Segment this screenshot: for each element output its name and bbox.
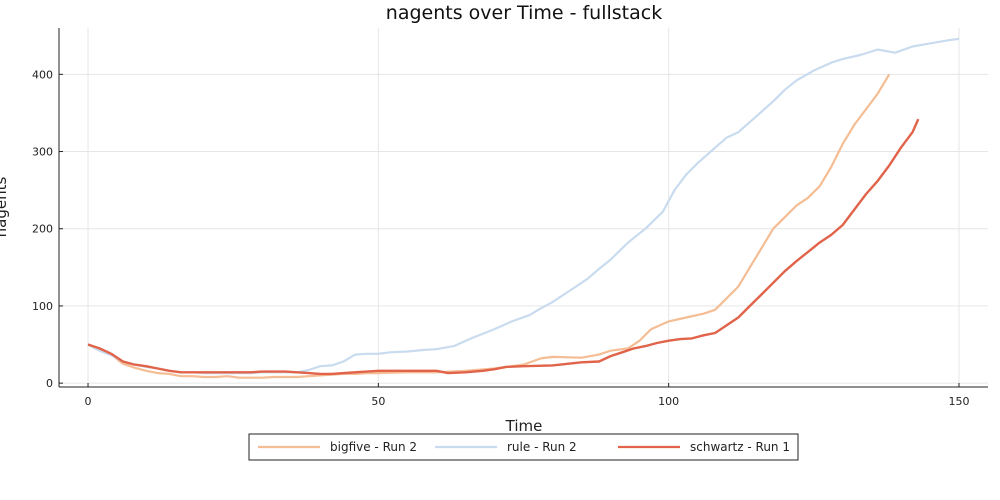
grid bbox=[59, 28, 988, 387]
series-line-1 bbox=[87, 73, 891, 379]
y-tick-label: 300 bbox=[32, 146, 53, 159]
axes bbox=[58, 28, 988, 388]
y-axis-title: nagents bbox=[0, 176, 10, 237]
y-tick-label: 100 bbox=[32, 300, 53, 313]
legend-label: rule - Run 2 bbox=[507, 440, 577, 454]
x-tick-label: 0 bbox=[85, 395, 92, 408]
y-tick-label: 0 bbox=[46, 377, 53, 390]
y-tick-label: 400 bbox=[32, 68, 53, 81]
x-tick-label: 150 bbox=[948, 395, 969, 408]
legend-box bbox=[248, 433, 799, 461]
series-lines bbox=[87, 37, 960, 379]
series-line-3 bbox=[87, 118, 920, 376]
y-tick-label: 200 bbox=[32, 223, 53, 236]
tick-labels: 0 50 100 150 0 100 200 300 400 bbox=[32, 68, 969, 408]
x-tick-label: 50 bbox=[371, 395, 385, 408]
legend-label: bigfive - Run 2 bbox=[330, 440, 417, 454]
x-axis-title: Time bbox=[505, 417, 543, 435]
x-tick-label: 100 bbox=[658, 395, 679, 408]
legend-label: schwartz - Run 1 bbox=[690, 440, 790, 454]
chart-title: nagents over Time - fullstack bbox=[386, 2, 662, 24]
legend: bigfive - Run 2 rule - Run 2 schwartz - Ru… bbox=[248, 433, 799, 461]
series-line-2 bbox=[87, 37, 960, 375]
